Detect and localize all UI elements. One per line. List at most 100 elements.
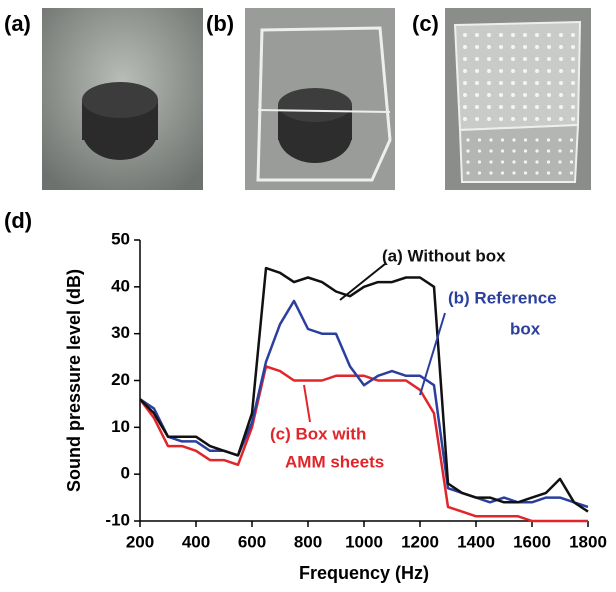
hole [569, 160, 574, 164]
hole [571, 69, 575, 73]
hole [477, 171, 482, 175]
hole [499, 105, 503, 109]
hole [547, 117, 551, 121]
hole [535, 57, 539, 61]
y-tick-label: 0 [121, 464, 130, 483]
hole [535, 93, 539, 97]
hole [569, 171, 574, 175]
hole [559, 93, 563, 97]
hole [500, 160, 505, 164]
hole [535, 33, 539, 37]
panel-label: (d) [4, 208, 32, 233]
hole [547, 105, 551, 109]
hole [463, 57, 467, 61]
hole [511, 105, 515, 109]
annotation-leader [303, 384, 311, 423]
hole [569, 138, 574, 142]
hole [487, 117, 491, 121]
x-tick-label: 600 [238, 532, 266, 551]
y-tick-label: -10 [105, 510, 130, 529]
hole [535, 105, 539, 109]
hole [546, 171, 551, 175]
hole [463, 93, 467, 97]
hole [571, 93, 575, 97]
x-tick-label: 400 [182, 532, 210, 551]
hole [547, 45, 551, 49]
hole [499, 69, 503, 73]
hole [546, 149, 551, 153]
hole [523, 149, 528, 153]
hole [523, 117, 527, 121]
x-tick-label: 1000 [345, 532, 383, 551]
hole [571, 33, 575, 37]
hole [489, 138, 493, 142]
hole [475, 93, 479, 97]
hole [500, 171, 505, 175]
annotation: (c) Box with [270, 424, 366, 443]
hole [499, 81, 503, 85]
hole [559, 81, 563, 85]
hole [547, 57, 551, 61]
photo-c [445, 8, 591, 190]
hole [546, 160, 551, 164]
series-line [139, 299, 589, 509]
hole [547, 93, 551, 97]
y-axis-label: Sound pressure level (dB) [64, 269, 84, 492]
hole [523, 171, 528, 175]
hole [511, 93, 515, 97]
hole [475, 57, 479, 61]
hole [523, 69, 527, 73]
hole [489, 149, 493, 153]
hole [523, 33, 527, 37]
hole [558, 171, 562, 175]
hole [512, 171, 516, 175]
hole [535, 117, 539, 121]
hole [463, 33, 467, 37]
hole [511, 33, 515, 37]
hole [512, 138, 516, 142]
hole [487, 81, 491, 85]
hole [475, 69, 479, 73]
hole [466, 138, 470, 142]
x-axis-label: Frequency (Hz) [299, 563, 429, 583]
hole [477, 160, 482, 164]
hole [559, 69, 563, 73]
hole [535, 171, 539, 175]
hole [487, 93, 491, 97]
x-tick-label: 1400 [457, 532, 495, 551]
hole [487, 105, 491, 109]
hole [571, 81, 575, 85]
photo-b [245, 8, 395, 190]
hole [523, 45, 527, 49]
hole [475, 117, 479, 121]
hole [475, 105, 479, 109]
hole [535, 149, 539, 153]
hole [499, 33, 503, 37]
hole [499, 93, 503, 97]
hole [475, 33, 479, 37]
y-tick-label: 40 [111, 276, 130, 295]
y-tick-label: 30 [111, 323, 130, 342]
hole [559, 105, 563, 109]
hole [475, 45, 479, 49]
hole [547, 81, 551, 85]
hole [535, 69, 539, 73]
hole [511, 45, 515, 49]
hole [547, 33, 551, 37]
annotation: AMM sheets [285, 452, 384, 471]
hole [535, 45, 539, 49]
hole [511, 81, 515, 85]
hole [571, 117, 575, 121]
hole [489, 171, 493, 175]
x-tick-label: 200 [126, 532, 154, 551]
hole [559, 117, 563, 121]
hole [535, 138, 539, 142]
hole [511, 117, 515, 121]
hole [477, 138, 482, 142]
hole [477, 149, 482, 153]
panel-label: (a) [4, 11, 31, 36]
x-tick-label: 1600 [513, 532, 551, 551]
hole [558, 138, 562, 142]
hole [512, 149, 516, 153]
hole [487, 69, 491, 73]
